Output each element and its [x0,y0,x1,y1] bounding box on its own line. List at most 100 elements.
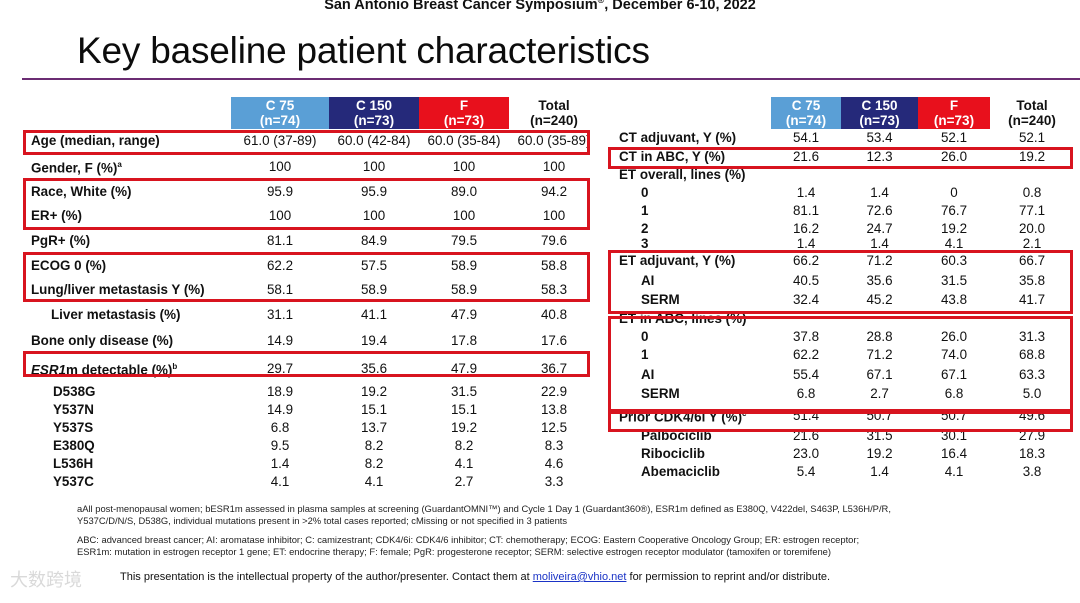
footnote-marker: a [117,160,122,169]
cell-value: 43.8 [940,292,968,307]
contact-email-link[interactable]: moliveira@vhio.net [532,571,627,583]
cell-value: 18.9 [266,383,294,399]
cell-value: 61.0 (37-89) [243,133,317,148]
row-label-text: E380Q [53,437,95,453]
table-row: ET overall, lines (%) [611,166,1074,184]
table-row: ECOG 0 (%) 62.2 57.5 58.9 58.8 [23,253,599,278]
cell-value: 15.1 [450,401,478,417]
abbreviation-line: ABC: advanced breast cancer; AI: aromata… [77,534,860,545]
row-label-text: ECOG 0 (%) [31,258,107,274]
cell-value: 52.1 [1018,130,1046,145]
table-row: 0 1.4 1.4 0 0.8 [611,184,1074,202]
cell-value: 35.6 [360,361,388,377]
cell-value: 89.0 [450,184,478,200]
cell-value: 1.4 [270,455,290,471]
cell-value: 60.0 (35-84) [427,133,501,148]
col-header-f: F (n=73) [918,97,990,129]
cell-value: 62.2 [266,258,294,274]
page-title: Key baseline patient characteristics [77,30,650,71]
row-label-text: ET adjuvant, Y (%) [619,253,736,268]
table-row: CT adjuvant, Y (%) 54.1 53.4 52.1 52.1 [611,129,1074,147]
cell-value: 81.1 [266,233,294,249]
cell-value: 8.2 [364,455,384,471]
col-header-c150: C 150 (n=73) [329,97,419,129]
cell-value: 19.2 [450,419,478,435]
table-row: CT in ABC, Y (%) 21.6 12.3 26.0 19.2 [611,147,1074,166]
footnote-line: Y537C/D/N/S, D538G, individual mutations… [77,515,568,526]
row-label-text: AI [641,273,655,288]
cell-value: 67.1 [940,367,968,382]
cell-value: 29.7 [266,361,294,377]
cell-value: 77.1 [1018,203,1046,218]
cell-value: 40.5 [792,273,820,288]
cell-value: 6.8 [270,419,290,435]
cell-value: 95.9 [266,184,294,200]
row-label: E380Q [23,437,231,455]
cell-value: 66.7 [1018,253,1046,268]
row-label-text: Lung/liver metastasis Y (%) [31,282,205,298]
row-label: Y537N [23,401,231,419]
row-label: Lung/liver metastasis Y (%) [23,278,231,302]
abbreviation-line: ESR1m: mutation in estrogen receptor 1 g… [77,546,832,557]
table-row: AI 55.4 67.1 67.1 63.3 [611,364,1074,385]
highlight-box [23,130,590,155]
row-label: AI [611,364,771,385]
row-label: AI [611,272,771,290]
cell-value: 17.8 [450,333,478,349]
row-label-text: ER+ (%) [31,208,82,224]
cell-value: 0.8 [1022,185,1042,200]
table-row: Abemaciclib 5.4 1.4 4.1 3.8 [611,463,1074,481]
row-label: D538G [23,383,231,401]
row-label: 3 [611,237,771,250]
table-row: Y537N 14.9 15.1 15.1 13.8 [23,401,599,419]
cell-value: 100 [452,158,476,174]
col-header-total: Total (n=240) [509,97,599,129]
table-row: Age (median, range) 61.0 (37-89) 60.0 (42-… [23,129,599,153]
cell-value: 100 [542,158,566,174]
cell-value: 4.1 [364,473,384,489]
cell-value: 21.6 [792,149,820,164]
row-label-text: 0 [641,329,649,344]
cell-value: 31.5 [940,273,968,288]
row-label-text: 1 [641,347,649,362]
row-label-text: Abemaciclib [641,464,720,480]
table-row: AI 40.5 35.6 31.5 35.8 [611,272,1074,290]
cell-value: 40.8 [540,307,568,323]
row-label: Age (median, range) [23,129,231,153]
cell-value: 28.8 [866,329,893,344]
table-row: Palbociclib 21.6 31.5 30.1 27.9 [611,427,1074,445]
row-label-text: Liver metastasis (%) [51,307,181,323]
cell-value: 8.2 [454,437,474,453]
cell-value: 15.1 [360,401,388,417]
cell-value: 4.6 [544,455,564,471]
row-label: ER+ (%) [23,204,231,228]
table-row: 1 62.2 71.2 74.0 68.8 [611,345,1074,364]
cell-value: 79.6 [540,233,568,249]
row-label: Y537C [23,473,231,491]
cell-value: 79.5 [450,233,478,249]
cell-value: 19.2 [360,383,388,399]
cell-value: 58.1 [266,282,294,298]
row-label: ET overall, lines (%) [611,166,771,184]
cell-value: 20.0 [1018,221,1046,236]
table-row: 2 16.2 24.7 19.2 20.0 [611,220,1074,238]
cell-value: 9.5 [270,437,290,453]
table-row: Race, White (%) 95.9 95.9 89.0 94.2 [23,180,599,204]
cell-value: 17.6 [540,333,568,349]
cell-value: 81.1 [792,203,820,218]
cell-value: 1.4 [796,236,816,251]
right-table-header: C 75 (n=74) C 150 (n=73) F (n=73) Total (n=2… [611,97,1074,129]
conference-header: San Antonio Breast Cancer Symposium®, De… [324,0,756,13]
row-label: Palbociclib [611,427,771,445]
cell-value: 100 [268,158,292,174]
cell-value: 58.9 [450,258,478,274]
cell-value: 0 [950,185,958,200]
cell-value: 1.4 [796,185,816,200]
cell-value: 13.8 [540,401,568,417]
row-label-text: Gender, F (%) [31,160,118,176]
row-label-text: CT adjuvant, Y (%) [619,130,737,145]
cell-value: 84.9 [360,233,388,249]
row-label-text: CT in ABC, Y (%) [619,149,726,164]
cell-value: 68.8 [1018,347,1046,362]
cell-value: 37.8 [792,329,820,344]
